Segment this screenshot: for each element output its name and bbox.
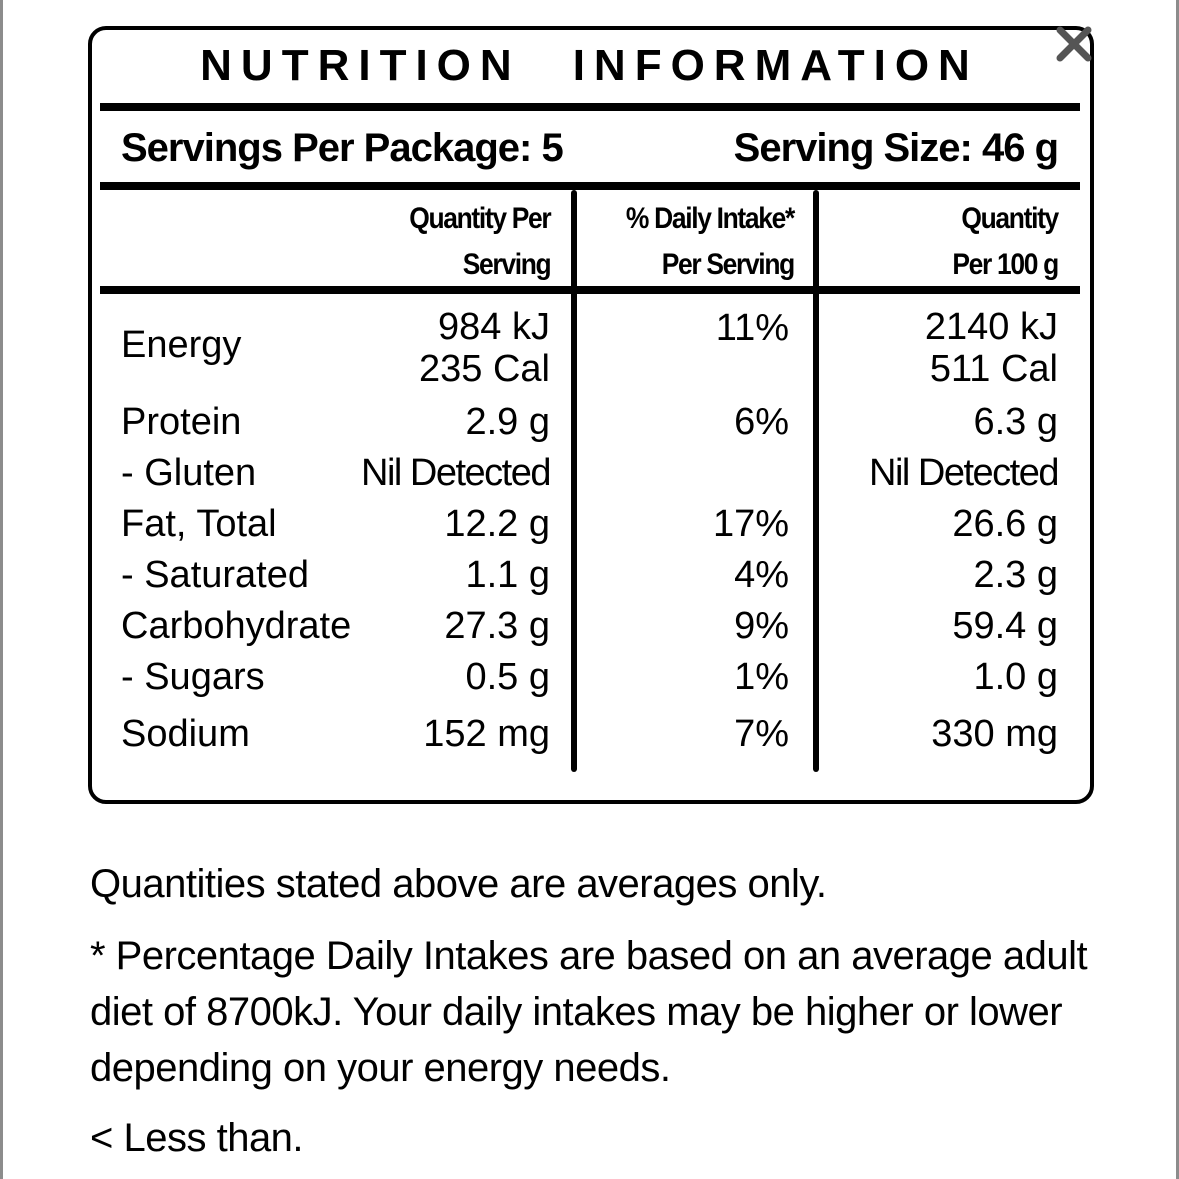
per-serving-value: 0.5 g xyxy=(465,656,550,698)
daily-intake-value: 9% xyxy=(734,605,789,647)
per-serving-value: 2.9 g xyxy=(465,401,550,443)
nutrition-panel xyxy=(88,26,1094,804)
footnote-line: depending on your energy needs. xyxy=(90,1046,671,1090)
column-header-daily-intake: % Daily Intake* Per Serving xyxy=(625,196,796,288)
energy-per-100g-cal: 511 Cal xyxy=(929,348,1058,390)
per-100g-value: Nil Detected xyxy=(869,452,1059,494)
nutrient-label: Protein xyxy=(121,401,242,443)
nutrient-label: Carbohydrate xyxy=(121,605,352,647)
footnote-averages: Quantities stated above are averages onl… xyxy=(90,862,827,906)
daily-intake-value: 1% xyxy=(734,656,789,698)
footnote-line: * Percentage Daily Intakes are based on … xyxy=(90,934,1088,978)
footnote-less-than: < Less than. xyxy=(90,1116,304,1160)
nutrient-label: Sodium xyxy=(121,713,250,755)
per-100g-value: 59.4 g xyxy=(952,605,1058,647)
daily-intake-value: 4% xyxy=(734,554,789,596)
column-divider-1 xyxy=(571,190,577,772)
energy-per-serving: 984 kJ 235 Cal xyxy=(419,306,550,390)
header-divider xyxy=(100,286,1080,294)
energy-per-100g-kj: 2140 kJ xyxy=(924,306,1058,348)
per-serving-value: 1.1 g xyxy=(465,554,550,596)
column-divider-2 xyxy=(813,190,819,772)
column-header-line: Quantity xyxy=(961,202,1059,235)
close-icon[interactable] xyxy=(1052,22,1096,66)
nutrient-label: Fat, Total xyxy=(121,503,277,545)
column-header-line: Serving xyxy=(462,248,551,281)
servings-per-package: Servings Per Package: 5 xyxy=(121,126,564,170)
per-100g-value: 6.3 g xyxy=(973,401,1058,443)
per-serving-value: 152 mg xyxy=(423,713,550,755)
column-header-line: Quantity Per xyxy=(408,202,551,235)
daily-intake-value: 17% xyxy=(712,503,789,545)
energy-per-serving-cal: 235 Cal xyxy=(419,348,550,390)
serving-size: Serving Size: 46 g xyxy=(733,126,1059,170)
per-100g-value: 2.3 g xyxy=(973,554,1058,596)
title-word-information: INFORMATION xyxy=(572,41,979,90)
column-header-qty-per-serving: Quantity Per Serving xyxy=(408,196,551,288)
energy-per-serving-kj: 984 kJ xyxy=(438,306,550,348)
per-100g-value: 1.0 g xyxy=(973,656,1058,698)
daily-intake-value: 6% xyxy=(734,401,789,443)
left-edge xyxy=(0,0,3,1179)
per-serving-value: Nil Detected xyxy=(361,452,551,494)
column-header-line: % Daily Intake* xyxy=(625,202,795,235)
title-word-nutrition: NUTRITION xyxy=(200,41,521,90)
per-100g-value: 26.6 g xyxy=(952,503,1058,545)
energy-daily-intake: 11% xyxy=(715,307,789,349)
column-header-qty-per-100g: Quantity Per 100 g xyxy=(952,196,1059,288)
nutrient-label: - Sugars xyxy=(121,656,265,698)
nutrient-label: - Gluten xyxy=(121,452,257,494)
footnote-line: diet of 8700kJ. Your daily intakes may b… xyxy=(90,990,1063,1034)
nutrient-label: - Saturated xyxy=(121,554,309,596)
footnote-daily-intake: * Percentage Daily Intakes are based on … xyxy=(90,928,1090,1096)
daily-intake-value: 7% xyxy=(734,713,789,755)
column-header-line: Per Serving xyxy=(661,248,796,281)
servings-divider xyxy=(100,182,1080,190)
title-divider xyxy=(100,103,1080,111)
panel-title: NUTRITION INFORMATION xyxy=(0,44,1179,88)
right-edge xyxy=(1176,0,1179,1179)
per-100g-value: 330 mg xyxy=(931,713,1058,755)
energy-per-100g: 2140 kJ 511 Cal xyxy=(925,306,1058,390)
column-header-line: Per 100 g xyxy=(952,248,1059,281)
per-serving-value: 27.3 g xyxy=(444,605,550,647)
per-serving-value: 12.2 g xyxy=(444,503,550,545)
nutrient-label: Energy xyxy=(121,324,242,366)
